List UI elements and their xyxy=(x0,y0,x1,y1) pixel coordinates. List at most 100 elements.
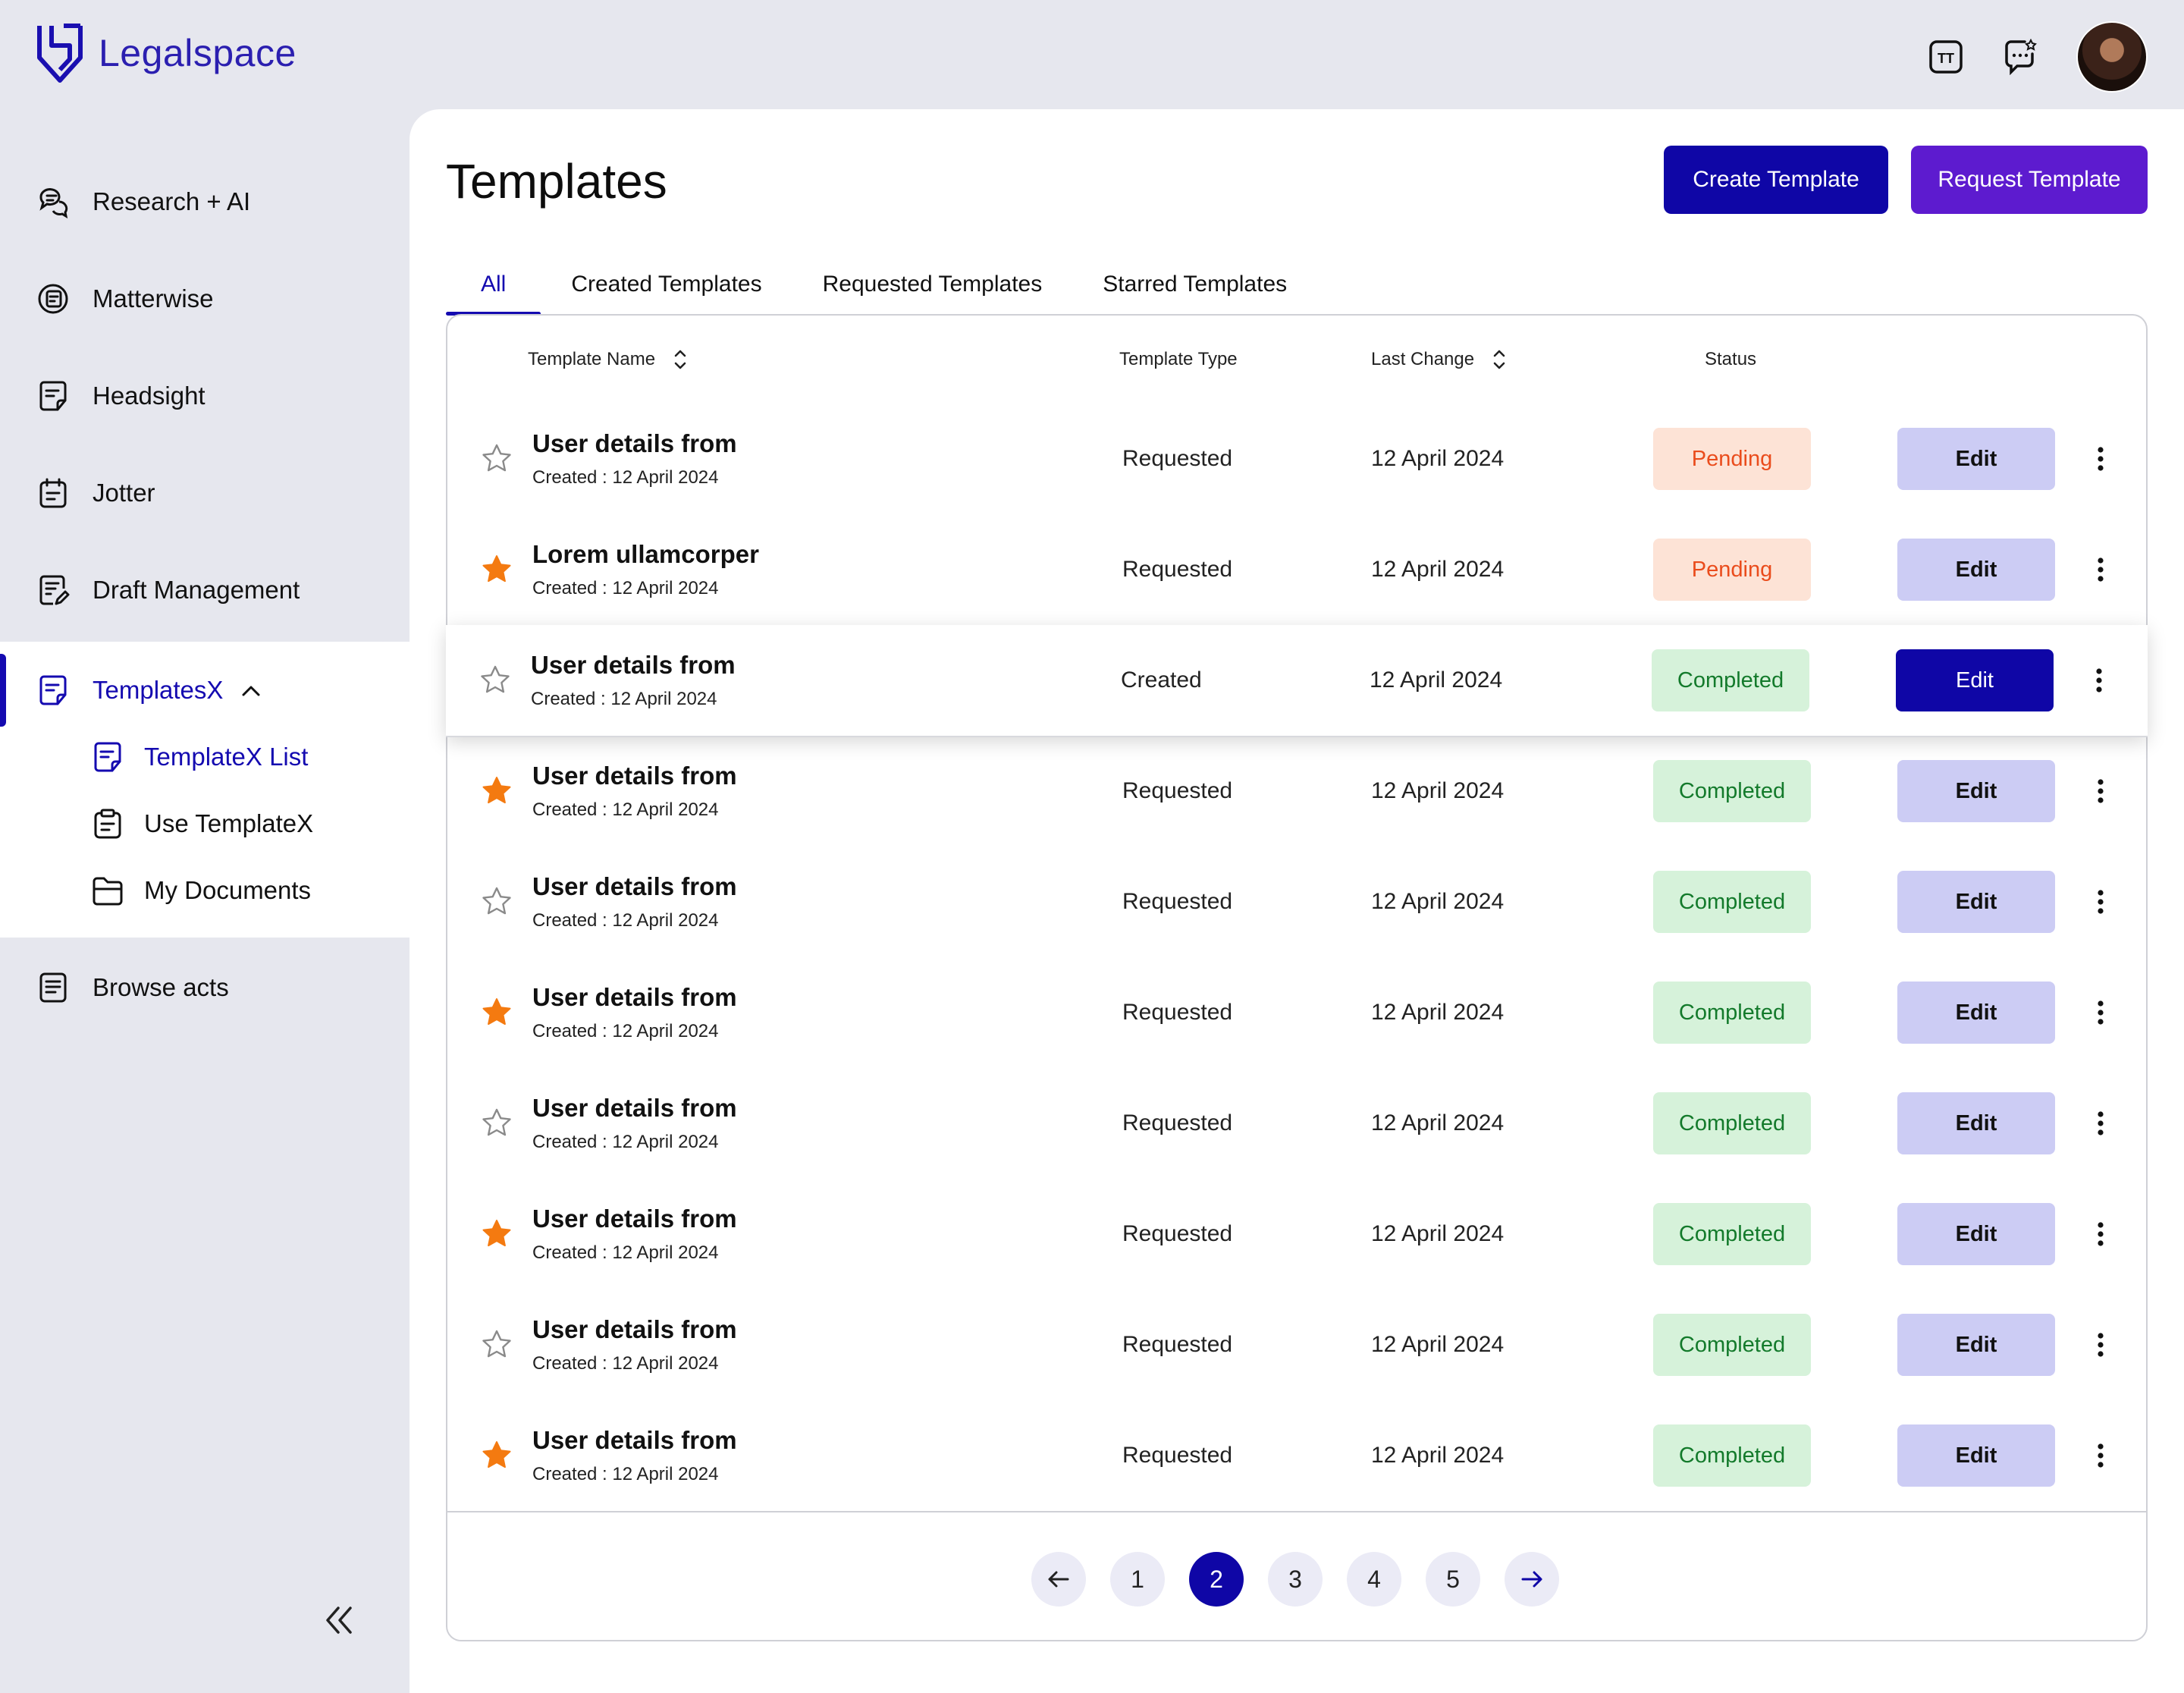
arrow-right-icon xyxy=(1521,1571,1542,1588)
edit-button[interactable]: Edit xyxy=(1897,1092,2055,1154)
column-label: Last Change xyxy=(1371,349,1475,369)
star-outline-icon[interactable] xyxy=(481,1107,513,1139)
more-options-icon[interactable] xyxy=(2085,1217,2116,1252)
table-row-8[interactable]: User details from Created : 12 April 202… xyxy=(447,1179,2146,1291)
more-options-icon[interactable] xyxy=(2085,1327,2116,1362)
page-button-1[interactable]: 1 xyxy=(1110,1552,1165,1607)
table-row-3[interactable]: User details from Created : 12 April 202… xyxy=(446,625,2148,737)
template-type: Requested xyxy=(1122,446,1233,471)
avatar[interactable] xyxy=(2076,21,2148,93)
created-prefix: Created : xyxy=(531,689,611,709)
template-created-date: Created : 12 April 2024 xyxy=(532,1353,737,1374)
created-prefix: Created : xyxy=(532,1464,613,1484)
table-row-1[interactable]: User details from Created : 12 April 202… xyxy=(447,404,2146,516)
table-row-9[interactable]: User details from Created : 12 April 202… xyxy=(447,1289,2146,1402)
page-button-3[interactable]: 3 xyxy=(1268,1552,1323,1607)
more-options-icon[interactable] xyxy=(2084,663,2114,698)
more-options-icon[interactable] xyxy=(2085,1438,2116,1473)
star-filled-icon[interactable] xyxy=(481,554,513,586)
more-options-icon[interactable] xyxy=(2085,995,2116,1030)
template-name: User details from xyxy=(531,651,736,679)
table-row-2[interactable]: Lorem ullamcorper Created : 12 April 202… xyxy=(447,514,2146,627)
sort-icon[interactable] xyxy=(1491,347,1508,372)
more-options-icon[interactable] xyxy=(2085,552,2116,587)
column-label: Template Name xyxy=(528,349,656,369)
sidebar-subitem-my-documents[interactable]: My Documents xyxy=(91,874,311,907)
table-row-6[interactable]: User details from Created : 12 April 202… xyxy=(447,957,2146,1070)
sidebar-item-label: Browse acts xyxy=(93,973,229,1001)
table-row-10[interactable]: User details from Created : 12 April 202… xyxy=(447,1400,2146,1512)
edit-button[interactable]: Edit xyxy=(1897,871,2055,933)
sidebar-item-label: Headsight xyxy=(93,382,206,410)
sidebar-subitem-templatex-list[interactable]: TemplateX List xyxy=(91,740,308,774)
last-change-date: 12 April 2024 xyxy=(1371,1221,1505,1246)
page-button-5[interactable]: 5 xyxy=(1426,1552,1480,1607)
more-options-icon[interactable] xyxy=(2085,884,2116,919)
table-row-7[interactable]: User details from Created : 12 April 202… xyxy=(447,1068,2146,1180)
next-page-button[interactable] xyxy=(1505,1552,1559,1607)
template-name-cell: User details from Created : 12 April 202… xyxy=(532,1426,737,1485)
edit-button[interactable]: Edit xyxy=(1896,649,2054,711)
tab-all[interactable]: All xyxy=(446,253,541,316)
star-filled-icon[interactable] xyxy=(481,1218,513,1250)
template-type: Requested xyxy=(1122,1332,1233,1357)
edit-button[interactable]: Edit xyxy=(1897,539,2055,601)
star-outline-icon[interactable] xyxy=(481,443,513,475)
star-outline-icon[interactable] xyxy=(479,664,511,696)
template-created-date: Created : 12 April 2024 xyxy=(532,1021,737,1042)
column-header-last-change[interactable]: Last Change xyxy=(1371,316,1508,404)
chat-icon[interactable] xyxy=(2002,39,2038,75)
text-size-icon[interactable]: TT xyxy=(1928,39,1964,75)
sidebar-item-label: Research + AI xyxy=(93,187,251,215)
more-options-icon[interactable] xyxy=(2085,441,2116,476)
template-name: User details from xyxy=(532,1205,737,1233)
sidebar-item-matterwise[interactable]: Matterwise xyxy=(36,282,214,316)
created-prefix: Created : xyxy=(532,467,613,488)
tab-starred-templates[interactable]: Starred Templates xyxy=(1103,272,1288,297)
table-row-5[interactable]: User details from Created : 12 April 202… xyxy=(447,846,2146,959)
table-row-4[interactable]: User details from Created : 12 April 202… xyxy=(447,736,2146,848)
edit-button[interactable]: Edit xyxy=(1897,428,2055,490)
sidebar-item-templatesx[interactable]: TemplatesX xyxy=(36,674,261,707)
edit-button[interactable]: Edit xyxy=(1897,1314,2055,1376)
sidebar-item-jotter[interactable]: Jotter xyxy=(36,476,155,510)
status-badge: Completed xyxy=(1653,1203,1811,1265)
edit-button[interactable]: Edit xyxy=(1897,760,2055,822)
sidebar-item-draft-management[interactable]: Draft Management xyxy=(36,573,300,607)
tab-created-templates[interactable]: Created Templates xyxy=(571,272,762,297)
star-outline-icon[interactable] xyxy=(481,886,513,918)
chevron-up-icon[interactable] xyxy=(241,683,261,697)
created-date: 12 April 2024 xyxy=(612,1353,719,1374)
sidebar-item-browse-acts[interactable]: Browse acts xyxy=(36,971,229,1004)
template-type: Requested xyxy=(1122,889,1233,914)
star-filled-icon[interactable] xyxy=(481,997,513,1029)
edit-button[interactable]: Edit xyxy=(1897,1424,2055,1487)
star-outline-icon[interactable] xyxy=(481,1329,513,1361)
prev-page-button[interactable] xyxy=(1031,1552,1086,1607)
sidebar-subitem-use-templatex[interactable]: Use TemplateX xyxy=(91,807,313,840)
star-filled-icon[interactable] xyxy=(481,775,513,807)
last-change-date: 12 April 2024 xyxy=(1371,1110,1505,1135)
create-template-button[interactable]: Create Template xyxy=(1664,146,1888,214)
template-name-cell: User details from Created : 12 April 202… xyxy=(532,762,737,821)
tab-requested-templates[interactable]: Requested Templates xyxy=(822,272,1043,297)
request-template-button[interactable]: Request Template xyxy=(1911,146,2148,214)
svg-text:TT: TT xyxy=(1938,51,1954,66)
sort-icon[interactable] xyxy=(672,347,689,372)
notepad-icon xyxy=(36,476,70,510)
more-options-icon[interactable] xyxy=(2085,1106,2116,1141)
sidebar-subitem-label: TemplateX List xyxy=(144,743,309,771)
page-button-2[interactable]: 2 xyxy=(1189,1552,1244,1607)
edit-button[interactable]: Edit xyxy=(1897,1203,2055,1265)
template-type: Requested xyxy=(1122,778,1233,803)
collapse-sidebar-icon[interactable] xyxy=(318,1600,358,1640)
column-header-template-name[interactable]: Template Name xyxy=(528,316,689,404)
star-filled-icon[interactable] xyxy=(481,1440,513,1472)
app-logo[interactable]: Legalspace xyxy=(35,23,297,83)
status-badge: Completed xyxy=(1653,982,1811,1044)
sidebar-item-headsight[interactable]: Headsight xyxy=(36,379,206,413)
edit-button[interactable]: Edit xyxy=(1897,982,2055,1044)
page-button-4[interactable]: 4 xyxy=(1347,1552,1401,1607)
more-options-icon[interactable] xyxy=(2085,774,2116,809)
sidebar-item-research-ai[interactable]: Research + AI xyxy=(36,185,250,218)
